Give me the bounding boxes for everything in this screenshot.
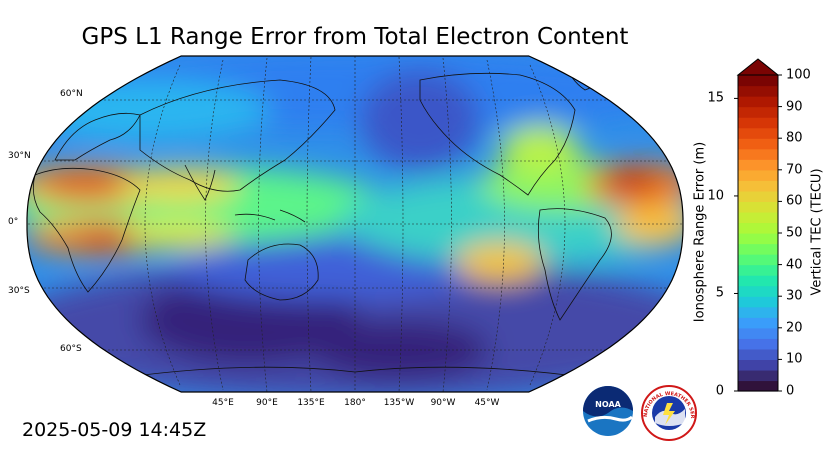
colorbar-left-tick-label: 5 [715, 285, 724, 301]
colorbar-band [738, 190, 778, 202]
colorbar-right-tick-label: 80 [786, 130, 803, 146]
tec-field [27, 56, 683, 392]
colorbar-right-tick-label: 30 [786, 288, 803, 304]
chart-title: GPS L1 Range Error from Total Electron C… [81, 24, 629, 50]
colorbar-band [738, 75, 778, 87]
colorbar-right-tick-label: 10 [786, 351, 803, 367]
colorbar-band [738, 180, 778, 192]
lat-label-60s: 60°S [60, 344, 82, 354]
colorbar-band [738, 380, 778, 392]
colorbar-band [738, 254, 778, 266]
colorbar-band [738, 306, 778, 318]
lon-label-135w: 135°W [383, 398, 415, 408]
colorbar-band [738, 285, 778, 297]
lon-label-90e: 90°E [256, 398, 278, 408]
colorbar-band [738, 169, 778, 181]
colorbar-band [738, 275, 778, 287]
colorbar-left-label: Ionosphere Range Error (m) [692, 141, 708, 323]
colorbar-band [738, 233, 778, 245]
lat-label-60n: 60°N [60, 89, 83, 99]
colorbar-band [738, 296, 778, 308]
colorbar-band [738, 138, 778, 150]
colorbar-band [738, 127, 778, 139]
lat-label-30n: 30°N [8, 151, 31, 161]
map-border [26, 55, 684, 393]
colorbar-right-tick-label: 90 [786, 99, 803, 115]
colorbar-band [738, 348, 778, 360]
colorbar-band [738, 117, 778, 129]
colorbar-band [738, 338, 778, 350]
colorbar-right-tick-label: 0 [786, 383, 795, 399]
colorbar-band [738, 211, 778, 224]
lat-label-equator: 0° [8, 217, 19, 227]
colorbar-right-tick-label: 70 [786, 162, 803, 178]
colorbar-right-tick-label: 60 [786, 193, 803, 209]
colorbar-band [738, 264, 778, 276]
colorbar-left-tick-label: 0 [715, 383, 724, 399]
colorbar-right-tick-label: 100 [786, 67, 811, 83]
noaa-logo-text: NOAA [595, 400, 621, 409]
coastlines [32, 61, 612, 379]
colorbar-band [738, 317, 778, 329]
colorbar-right-tick-label: 20 [786, 320, 803, 336]
colorbar-band [738, 96, 778, 108]
colorbar-left-tick-label: 10 [707, 188, 724, 204]
lon-label-45e: 45°E [212, 398, 234, 408]
lon-label-90w: 90°W [430, 398, 456, 408]
lon-label-45w: 45°W [474, 398, 500, 408]
colorbar-band [738, 106, 778, 118]
lat-label-30s: 30°S [8, 286, 30, 296]
lon-label-135e: 135°E [297, 398, 325, 408]
colorbar-band [738, 148, 778, 160]
colorbar-left-tick-label: 15 [707, 90, 724, 106]
colorbar-band [738, 369, 778, 382]
colorbar-extend-arrow [736, 58, 780, 76]
colorbar-band [738, 327, 778, 339]
nws-logo: NATIONAL WEATHER SERVICE [641, 385, 697, 441]
colorbar-right-tick-label: 50 [786, 225, 803, 241]
colorbar-band [738, 222, 778, 234]
noaa-logo: NOAA [583, 386, 633, 436]
graticule [27, 56, 683, 392]
colorbar-right-label: Vertical TEC (TECU) [809, 168, 825, 296]
colorbar-band [738, 359, 778, 371]
colorbar-band [738, 201, 778, 213]
colorbar-band [738, 85, 778, 97]
colorbar-band [738, 159, 778, 171]
colorbar-band [738, 243, 778, 255]
valid-time: 2025-05-09 14:45Z [22, 419, 207, 441]
colorbar-right-tick-label: 40 [786, 257, 803, 273]
lon-label-180: 180° [344, 398, 366, 408]
